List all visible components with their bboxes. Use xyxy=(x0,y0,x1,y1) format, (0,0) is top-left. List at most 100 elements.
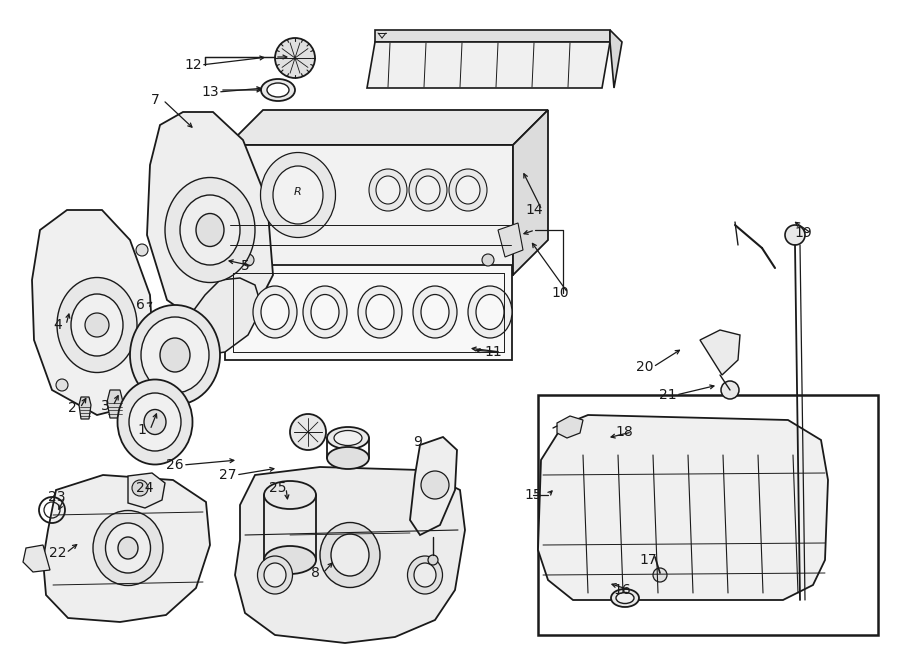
Ellipse shape xyxy=(421,295,449,329)
Circle shape xyxy=(242,254,254,266)
Ellipse shape xyxy=(264,563,286,587)
Ellipse shape xyxy=(257,556,292,594)
Ellipse shape xyxy=(409,169,447,211)
Text: 21: 21 xyxy=(659,388,677,402)
Polygon shape xyxy=(107,390,123,418)
Ellipse shape xyxy=(141,317,209,393)
Ellipse shape xyxy=(376,176,400,204)
Polygon shape xyxy=(167,325,213,365)
Ellipse shape xyxy=(408,556,443,594)
Ellipse shape xyxy=(413,286,457,338)
Polygon shape xyxy=(367,42,610,88)
Text: 20: 20 xyxy=(636,360,653,374)
Ellipse shape xyxy=(449,169,487,211)
Polygon shape xyxy=(79,397,91,419)
Text: 9: 9 xyxy=(414,435,422,449)
Text: 8: 8 xyxy=(310,566,320,580)
Circle shape xyxy=(136,244,148,256)
Polygon shape xyxy=(228,110,548,145)
Text: 25: 25 xyxy=(269,481,287,495)
Ellipse shape xyxy=(264,546,316,574)
Polygon shape xyxy=(557,416,583,438)
Ellipse shape xyxy=(456,176,480,204)
Ellipse shape xyxy=(416,176,440,204)
Circle shape xyxy=(275,38,315,78)
Ellipse shape xyxy=(165,178,255,282)
Text: 26: 26 xyxy=(166,458,184,472)
Circle shape xyxy=(56,379,68,391)
Text: 10: 10 xyxy=(551,286,569,300)
Polygon shape xyxy=(498,223,523,257)
Polygon shape xyxy=(188,278,262,355)
Text: 2: 2 xyxy=(68,401,76,415)
Ellipse shape xyxy=(261,79,295,101)
Ellipse shape xyxy=(358,286,402,338)
Ellipse shape xyxy=(331,534,369,576)
Ellipse shape xyxy=(130,305,220,405)
Text: 12: 12 xyxy=(184,58,202,72)
Polygon shape xyxy=(410,437,457,535)
Ellipse shape xyxy=(118,379,193,465)
Ellipse shape xyxy=(267,83,289,97)
Text: 19: 19 xyxy=(794,226,812,240)
Ellipse shape xyxy=(273,166,323,224)
Ellipse shape xyxy=(327,447,369,469)
Text: 11: 11 xyxy=(484,345,502,359)
Circle shape xyxy=(653,568,667,582)
Text: 18: 18 xyxy=(615,425,633,439)
Ellipse shape xyxy=(616,592,634,603)
Ellipse shape xyxy=(611,589,639,607)
Text: 24: 24 xyxy=(136,481,154,495)
Ellipse shape xyxy=(369,169,407,211)
Polygon shape xyxy=(128,473,165,508)
Text: 1: 1 xyxy=(138,423,147,437)
Circle shape xyxy=(290,414,326,450)
Polygon shape xyxy=(513,110,548,275)
Circle shape xyxy=(785,225,805,245)
Ellipse shape xyxy=(264,481,316,509)
Polygon shape xyxy=(375,30,610,42)
Ellipse shape xyxy=(144,410,166,434)
Ellipse shape xyxy=(366,295,394,329)
Circle shape xyxy=(421,471,449,499)
Ellipse shape xyxy=(260,153,336,237)
Circle shape xyxy=(721,381,739,399)
Ellipse shape xyxy=(180,195,240,265)
Ellipse shape xyxy=(261,295,289,329)
Polygon shape xyxy=(147,112,273,330)
Ellipse shape xyxy=(118,537,138,559)
Polygon shape xyxy=(228,145,513,275)
Ellipse shape xyxy=(93,510,163,586)
Text: 14: 14 xyxy=(526,203,543,217)
Circle shape xyxy=(132,480,148,496)
Text: 23: 23 xyxy=(49,490,66,504)
Circle shape xyxy=(85,313,109,337)
Ellipse shape xyxy=(414,563,436,587)
Ellipse shape xyxy=(105,523,150,573)
Ellipse shape xyxy=(71,294,123,356)
Ellipse shape xyxy=(196,214,224,247)
Text: 22: 22 xyxy=(50,546,67,560)
Ellipse shape xyxy=(334,430,362,446)
Text: 6: 6 xyxy=(136,298,144,312)
Ellipse shape xyxy=(468,286,512,338)
Text: 27: 27 xyxy=(220,468,237,482)
Text: 5: 5 xyxy=(240,259,249,273)
Bar xyxy=(538,395,878,635)
Ellipse shape xyxy=(57,278,137,373)
Text: 16: 16 xyxy=(613,583,631,597)
Ellipse shape xyxy=(476,295,504,329)
Text: R: R xyxy=(294,187,302,197)
Ellipse shape xyxy=(320,522,380,588)
Polygon shape xyxy=(235,467,465,643)
Text: 7: 7 xyxy=(150,93,159,107)
Ellipse shape xyxy=(327,427,369,449)
Ellipse shape xyxy=(311,295,339,329)
Text: 17: 17 xyxy=(639,553,657,567)
Ellipse shape xyxy=(253,286,297,338)
Text: 15: 15 xyxy=(524,488,542,502)
Polygon shape xyxy=(23,545,50,572)
Polygon shape xyxy=(32,210,154,415)
Text: 3: 3 xyxy=(101,399,110,413)
Text: 13: 13 xyxy=(202,85,219,99)
